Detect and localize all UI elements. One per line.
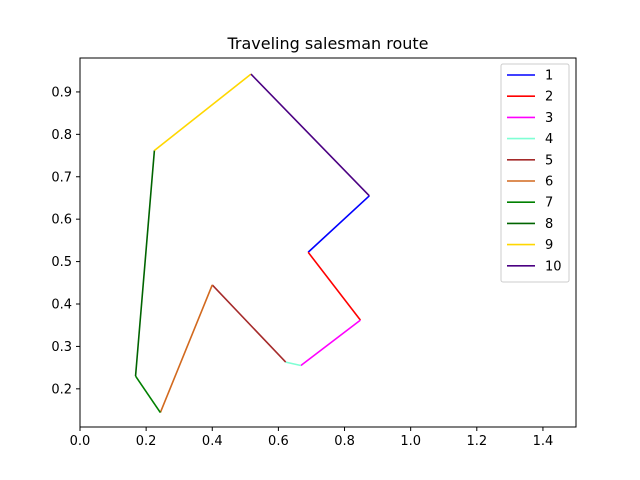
y-tick-label: 0.7	[51, 170, 72, 185]
x-tick-label: 1.0	[400, 434, 421, 449]
x-tick-label: 0.2	[136, 434, 157, 449]
route-segment-6	[159, 284, 214, 413]
x-tick-label: 0.4	[202, 434, 223, 449]
x-tick-label: 0.6	[268, 434, 289, 449]
route-segment-3	[300, 319, 361, 367]
y-tick-label: 0.2	[51, 382, 72, 397]
legend-box	[500, 63, 570, 283]
route-segment-10	[250, 73, 370, 197]
y-tick-label: 0.3	[51, 340, 72, 355]
x-axis: 0.0 0.2 0.4 0.6 0.8 1.0 1.2 1.4	[70, 427, 554, 449]
route-segment-7	[134, 375, 162, 414]
legend-label-8: 8	[545, 217, 553, 232]
route-segment-8	[134, 150, 156, 377]
y-tick-label: 0.4	[51, 298, 72, 313]
legend-label-3: 3	[545, 111, 553, 126]
route-segment-1	[307, 195, 370, 253]
chart-title: Traveling salesman route	[226, 34, 428, 53]
legend-label-9: 9	[545, 238, 553, 253]
route-segment-4	[285, 361, 302, 367]
legend-label-4: 4	[545, 132, 553, 147]
legend-label-1: 1	[545, 69, 553, 84]
y-tick-label: 0.6	[51, 213, 72, 228]
y-axis: 0.2 0.3 0.4 0.5 0.6 0.7 0.8 0.9	[51, 85, 80, 397]
legend-label-2: 2	[545, 90, 553, 105]
legend-label-5: 5	[545, 153, 553, 168]
legend: 1 2 3 4 5 6 7 8 9 10	[500, 63, 570, 283]
route-segment-9	[153, 73, 252, 152]
x-tick-label: 0.0	[70, 434, 91, 449]
y-tick-label: 0.5	[51, 255, 72, 270]
axes-frame	[79, 57, 577, 428]
y-tick-label: 0.8	[51, 128, 72, 143]
x-tick-label: 1.4	[533, 434, 554, 449]
route-segment-5	[211, 284, 287, 363]
x-tick-label: 1.2	[466, 434, 487, 449]
route-series	[134, 73, 370, 414]
route-segment-2	[307, 251, 362, 321]
legend-label-6: 6	[545, 175, 553, 190]
y-tick-label: 0.9	[51, 85, 72, 100]
legend-label-10: 10	[545, 259, 562, 274]
legend-label-7: 7	[545, 196, 553, 211]
x-tick-label: 0.8	[334, 434, 355, 449]
